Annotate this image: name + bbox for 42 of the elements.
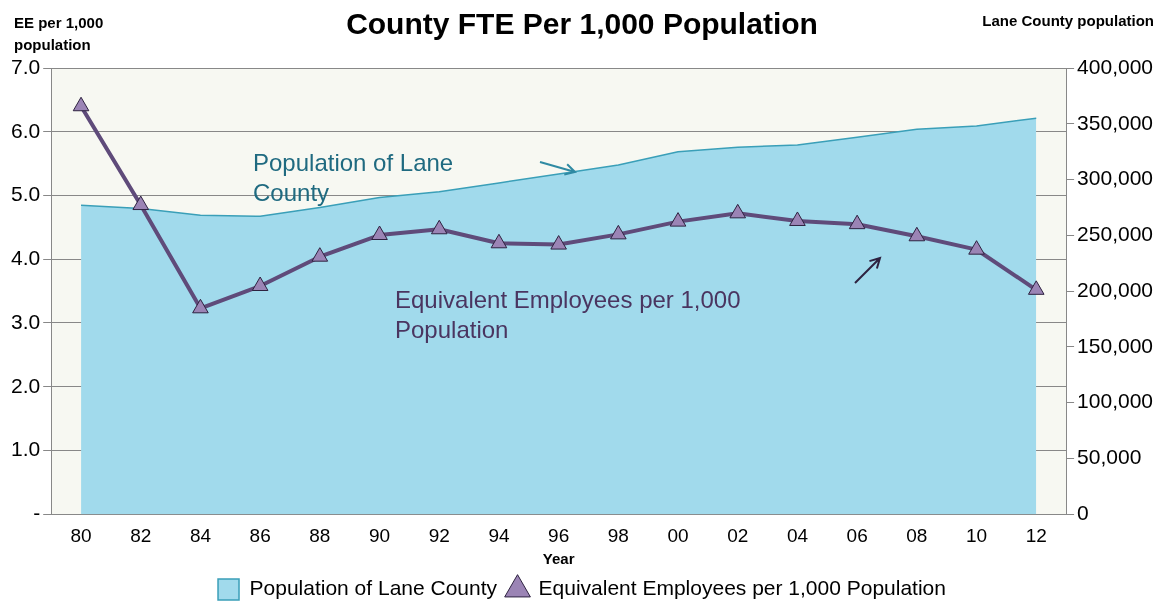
x-tick-label: 06 <box>846 524 868 546</box>
y2-tick-label: 0 <box>1077 501 1089 524</box>
x-tick-label: 98 <box>607 524 629 546</box>
x-tick-label: 88 <box>309 524 331 546</box>
y-tick-label: 4.0 <box>10 246 41 270</box>
annotation: Population of Lane County <box>253 148 455 208</box>
x-tick-label: 04 <box>786 524 809 546</box>
y2-tick-label: 100,000 <box>1077 389 1154 413</box>
legend-label: Equivalent Employees per 1,000 Population <box>538 576 946 600</box>
y2-tick-label: 300,000 <box>1077 166 1154 190</box>
y-tick-label: 1.0 <box>10 437 41 461</box>
y-tick-label: 5.0 <box>10 182 41 206</box>
y2-tick-label: 150,000 <box>1077 333 1154 357</box>
x-tick-label: 84 <box>189 524 212 546</box>
y2-tick-label: 50,000 <box>1077 445 1142 469</box>
y-tick-label: 2.0 <box>10 373 41 397</box>
chart-title: County FTE Per 1,000 Population <box>346 7 818 41</box>
x-tick-label: 12 <box>1025 524 1047 546</box>
y-tick-label: 6.0 <box>10 118 41 142</box>
y-axis-title: EE per 1,000 population <box>14 13 105 55</box>
y-tick-label: 7.0 <box>10 54 41 78</box>
x-tick-label: 80 <box>70 524 92 546</box>
x-tick-label: 92 <box>428 524 450 546</box>
y2-tick-label: 200,000 <box>1077 277 1154 301</box>
x-tick-label: 08 <box>906 524 928 546</box>
x-tick-label: 90 <box>368 524 391 546</box>
x-tick-label: 02 <box>727 524 749 546</box>
y-tick-label: 3.0 <box>10 309 41 333</box>
y-tick-label: - <box>33 501 41 524</box>
y2-tick-label: 400,000 <box>1077 54 1154 78</box>
x-tick-label: 96 <box>548 524 570 546</box>
x-tick-label: 00 <box>667 524 689 546</box>
x-tick-label: 82 <box>130 524 152 546</box>
x-tick-label: 10 <box>965 524 988 546</box>
annotation: Equivalent Employees per 1,000 Population <box>395 285 742 345</box>
y2-axis-title: Lane County population <box>982 12 1154 29</box>
y2-tick-label: 350,000 <box>1077 110 1154 134</box>
x-axis-title: Year <box>542 550 575 568</box>
legend-label: Population of Lane County <box>249 576 498 600</box>
x-tick-label: 86 <box>249 524 271 546</box>
y2-tick-label: 250,000 <box>1077 222 1154 246</box>
x-tick-label: 94 <box>488 524 510 546</box>
